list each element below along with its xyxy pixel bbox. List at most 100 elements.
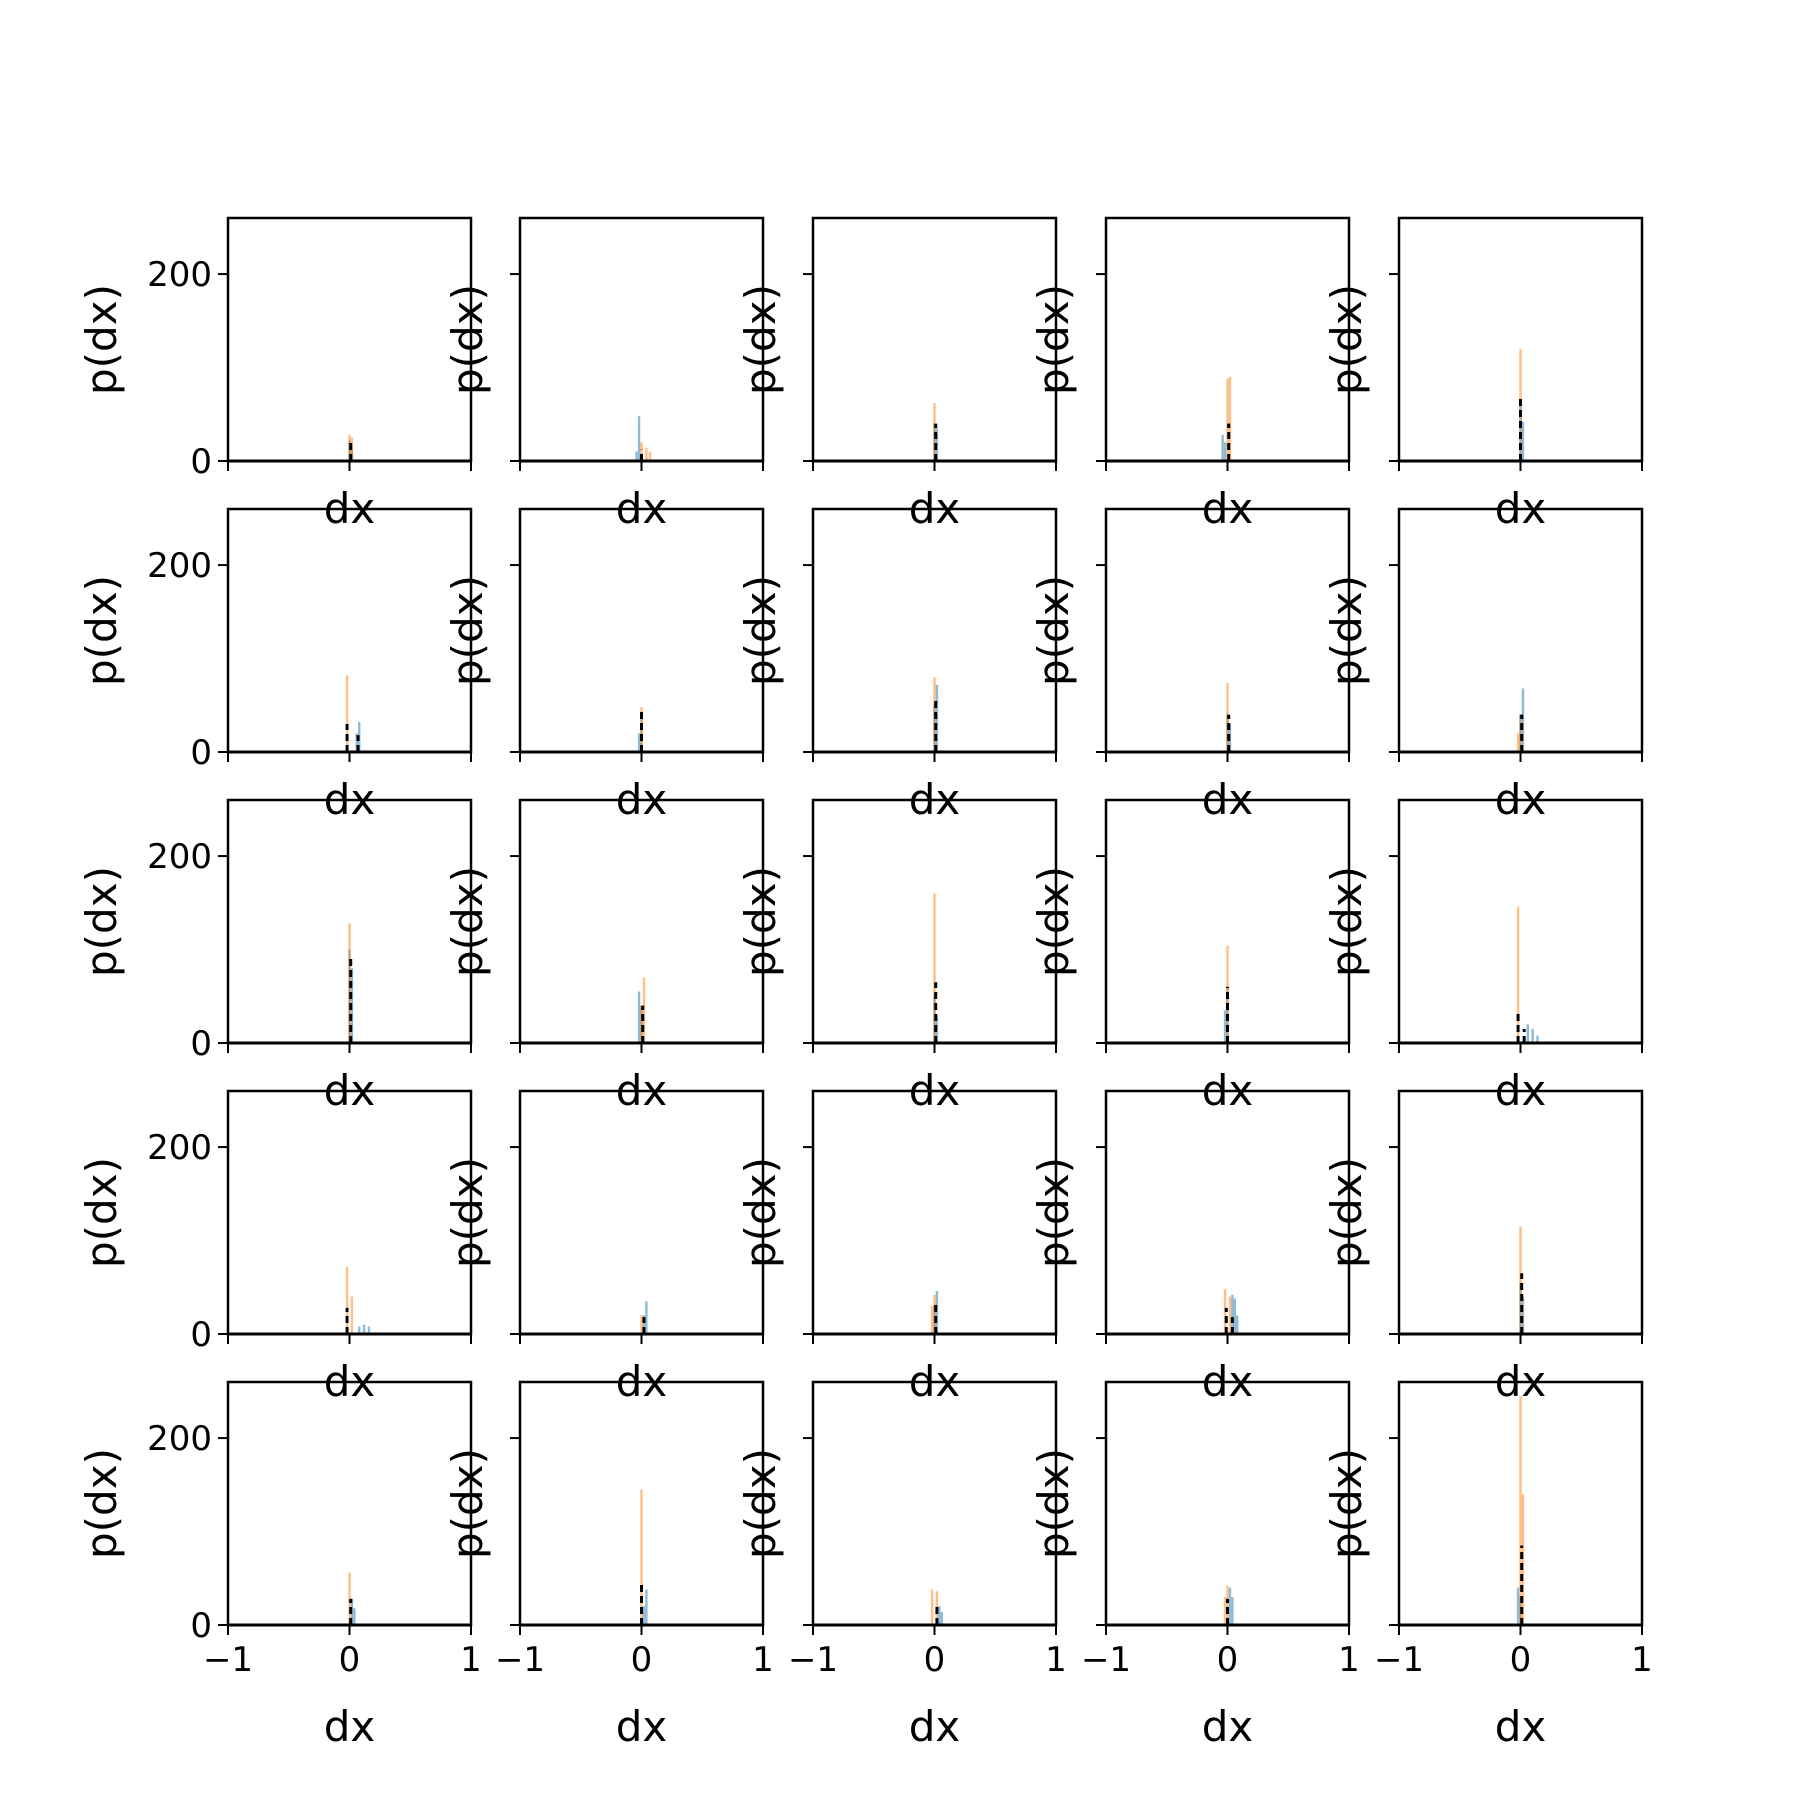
y-tick-label: 0: [190, 733, 212, 773]
series-2: [640, 1489, 643, 1625]
x-axis-label: dx: [1202, 1702, 1254, 1751]
y-tick-label: 200: [147, 837, 212, 877]
y-axis-label: p(dx): [77, 1157, 126, 1268]
subplot-1-4: dxp(dx): [1029, 216, 1351, 533]
histogram-bar: [645, 1301, 648, 1334]
series-2: [345, 1266, 354, 1334]
histogram-bar: [1223, 1010, 1227, 1043]
subplot-2-2: dxp(dx): [443, 507, 765, 824]
histogram-bar: [1231, 1596, 1234, 1625]
x-axis-label: dx: [616, 1702, 668, 1751]
subplot-2-3: dxp(dx): [736, 507, 1058, 824]
series-1: [1231, 1294, 1239, 1334]
series-2: [640, 977, 646, 1043]
y-axis-label: p(dx): [1322, 1157, 1371, 1268]
histogram-bar: [642, 977, 646, 1043]
histogram-bar: [345, 1266, 349, 1334]
histogram-bar: [1521, 1296, 1525, 1334]
histogram-bar: [1236, 1315, 1239, 1334]
x-tick-label: 1: [1631, 1640, 1653, 1680]
x-tick-label: −1: [495, 1640, 545, 1680]
axes-frame: [518, 1089, 765, 1336]
subplot-3-3: dxp(dx): [736, 798, 1058, 1115]
y-tick-label: 0: [190, 442, 212, 482]
histogram-bar: [640, 1489, 643, 1625]
y-axis-label: p(dx): [443, 1448, 492, 1559]
x-tick-label: 0: [1217, 1640, 1239, 1680]
histogram-bar: [645, 447, 648, 461]
subplot-1-2: dxp(dx): [443, 216, 765, 533]
histogram-bar: [345, 675, 349, 752]
subplot-4-3: dxp(dx): [736, 1089, 1058, 1406]
x-axis-label: dx: [1495, 1702, 1547, 1751]
y-axis-label: p(dx): [443, 575, 492, 686]
x-tick-label: 0: [339, 1640, 361, 1680]
series-1: [1221, 434, 1227, 461]
y-axis-label: p(dx): [736, 1157, 785, 1268]
x-tick-label: −1: [1081, 1640, 1131, 1680]
histogram-bar: [358, 1326, 361, 1334]
histogram-bar: [935, 1291, 939, 1334]
histogram-bar: [1536, 1035, 1539, 1043]
histogram-bar: [362, 1324, 366, 1334]
histogram-bar: [1231, 1294, 1234, 1334]
histogram-bar: [1521, 688, 1525, 752]
y-axis-label: p(dx): [1322, 284, 1371, 395]
x-tick-label: 1: [1045, 1640, 1067, 1680]
subplot-3-4: dxp(dx): [1029, 798, 1351, 1115]
y-axis-label: p(dx): [1322, 575, 1371, 686]
subplot-1-5: dxp(dx): [1322, 216, 1644, 533]
y-axis-label: p(dx): [736, 866, 785, 977]
histogram-bar: [642, 1315, 646, 1334]
series-2: [1516, 714, 1522, 752]
y-tick-label: 0: [190, 1024, 212, 1064]
y-axis-label: p(dx): [77, 284, 126, 395]
histogram-bar: [1526, 1024, 1530, 1043]
histogram-bar: [637, 991, 641, 1043]
histogram-bar: [353, 1608, 356, 1625]
y-tick-label: 0: [190, 1315, 212, 1355]
y-axis-label: p(dx): [736, 284, 785, 395]
x-tick-label: −1: [203, 1640, 253, 1680]
histogram-bar: [1228, 1296, 1232, 1334]
series-2: [1516, 906, 1520, 1043]
histogram-bar: [350, 1296, 354, 1334]
series-2: [640, 1315, 643, 1334]
histogram-bar: [1519, 1226, 1522, 1334]
histogram-bar: [938, 1606, 941, 1625]
axes-frame: [226, 1089, 473, 1336]
histogram-bar: [1516, 906, 1520, 1043]
histogram-bar: [933, 893, 936, 1043]
y-axis-label: p(dx): [443, 866, 492, 977]
axes-frame: [226, 216, 473, 463]
axes-frame: [518, 216, 765, 463]
series-2: [1519, 1396, 1525, 1625]
histogram-bar: [1521, 421, 1525, 461]
axes-frame: [811, 1380, 1058, 1627]
y-axis-label: p(dx): [77, 575, 126, 686]
subplot-2-5: dxp(dx): [1322, 507, 1644, 824]
y-tick-label: 200: [147, 1128, 212, 1168]
histogram-bar: [930, 1589, 934, 1625]
histogram-bar: [1221, 434, 1224, 461]
subplot-5-2: −1 0 1 dx p(dx): [443, 1380, 774, 1751]
histogram-bar: [1226, 1585, 1229, 1625]
axes-frame: [1104, 1089, 1351, 1336]
y-axis-label: p(dx): [1322, 1448, 1371, 1559]
histogram-bar: [930, 1305, 934, 1334]
histogram-bar: [933, 1294, 936, 1334]
series-2: [345, 675, 349, 752]
x-axis-label: dx: [324, 1702, 376, 1751]
histogram-bar: [1233, 1298, 1237, 1334]
y-axis-label: p(dx): [443, 284, 492, 395]
subplot-5-3: −1 0 1 dx p(dx): [736, 1380, 1067, 1751]
subplot-2-4: dxp(dx): [1029, 507, 1351, 824]
x-tick-label: 1: [1338, 1640, 1360, 1680]
series-3: [1224, 1307, 1234, 1334]
y-axis-label: p(dx): [1029, 575, 1078, 686]
series-2: [1226, 376, 1232, 461]
subplot-5-5: −1 0 1 dx p(dx): [1322, 1380, 1653, 1751]
